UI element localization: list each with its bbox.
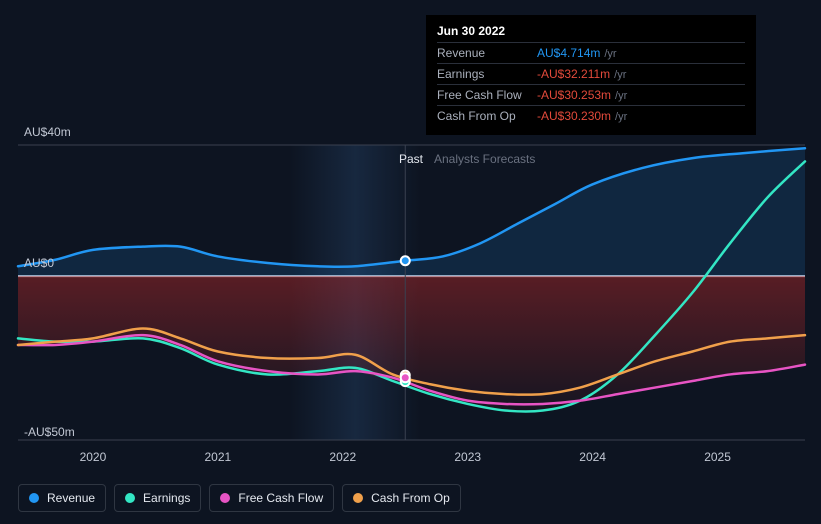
legend-item-label: Revenue [47,491,95,505]
tooltip-row-unit: /yr [615,90,627,102]
xtick-label: 2021 [205,450,232,464]
ytick-label: -AU$50m [24,425,75,439]
tooltip-row-unit: /yr [604,48,616,60]
legend-swatch-icon [220,493,230,503]
xtick-label: 2025 [704,450,731,464]
xtick-label: 2020 [80,450,107,464]
past-label: Past [399,152,423,166]
xtick-label: 2024 [579,450,606,464]
ytick-label: AU$40m [24,125,71,139]
tooltip-date: Jun 30 2022 [437,24,745,42]
legend-swatch-icon [353,493,363,503]
tooltip-row-label: Free Cash Flow [437,88,537,102]
tooltip-row-label: Earnings [437,67,537,81]
tooltip-row: Earnings-AU$32.211m/yr [437,63,745,84]
xtick-label: 2022 [329,450,356,464]
legend-item-fcf[interactable]: Free Cash Flow [209,484,334,512]
tooltip-row-value: -AU$30.230m [537,109,611,123]
legend-item-label: Earnings [143,491,190,505]
tooltip-row-value: AU$4.714m [537,46,600,60]
tooltip-row: Free Cash Flow-AU$30.253m/yr [437,84,745,105]
chart-legend: Revenue Earnings Free Cash Flow Cash From O… [18,484,461,512]
tooltip-row-unit: /yr [614,69,626,81]
forecast-label: Analysts Forecasts [434,152,535,166]
tooltip-row: Cash From Op-AU$30.230m/yr [437,105,745,126]
tooltip-row-label: Revenue [437,46,537,60]
legend-item-cfo[interactable]: Cash From Op [342,484,461,512]
tooltip-row-value: -AU$32.211m [537,67,610,81]
legend-swatch-icon [125,493,135,503]
chart-tooltip: Jun 30 2022 RevenueAU$4.714m/yrEarnings-… [426,15,756,135]
legend-swatch-icon [29,493,39,503]
tooltip-row-unit: /yr [615,111,627,123]
tooltip-row-label: Cash From Op [437,109,537,123]
legend-item-revenue[interactable]: Revenue [18,484,106,512]
xtick-label: 2023 [454,450,481,464]
legend-item-label: Free Cash Flow [238,491,323,505]
legend-item-label: Cash From Op [371,491,450,505]
tooltip-row: RevenueAU$4.714m/yr [437,42,745,63]
ytick-label: AU$0 [24,256,54,270]
tooltip-row-value: -AU$30.253m [537,88,611,102]
legend-item-earnings[interactable]: Earnings [114,484,201,512]
